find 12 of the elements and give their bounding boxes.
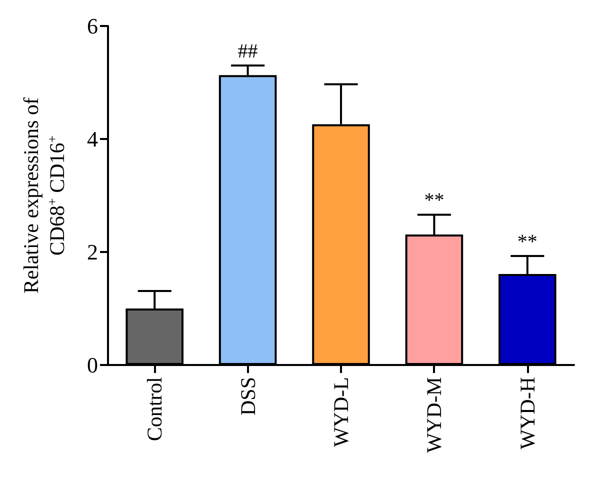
y-tick-label: 2 bbox=[87, 240, 98, 264]
y-tick-label: 0 bbox=[87, 352, 98, 378]
x-tick-label: DSS bbox=[236, 377, 260, 416]
y-tick-label: 6 bbox=[87, 14, 98, 38]
x-tick-label: WYD-H bbox=[515, 377, 540, 450]
x-tick-label: WYD-L bbox=[329, 377, 353, 447]
y-tick-label: 4 bbox=[87, 126, 98, 152]
annotation: ** bbox=[517, 230, 538, 253]
annotation: ** bbox=[424, 190, 444, 212]
annotation: ## bbox=[238, 40, 258, 63]
x-tick-label: Control bbox=[142, 376, 167, 442]
x-tick-label: WYD-M bbox=[422, 376, 446, 453]
